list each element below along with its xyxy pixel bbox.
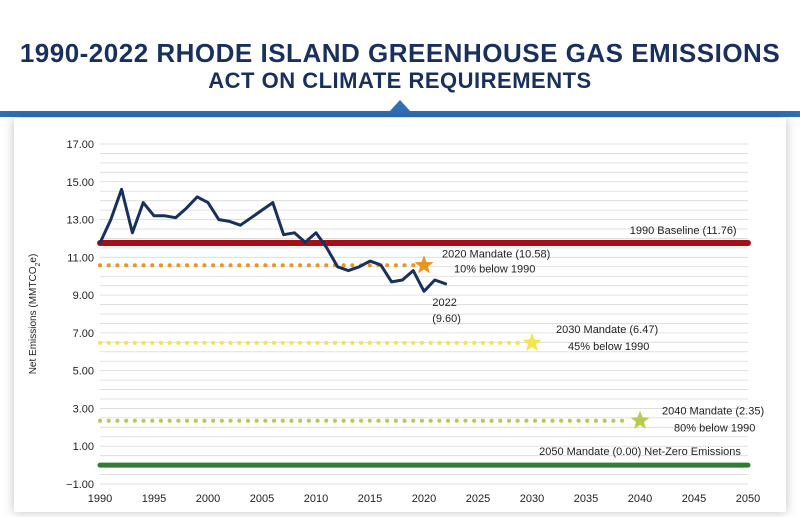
mandate-markers [414, 255, 650, 429]
annotation-labels: 1990 Baseline (11.76) 2050 Mandate (0.00)… [432, 225, 764, 458]
y-tick-label: 11.00 [67, 252, 94, 264]
x-tick-label: 2035 [574, 493, 598, 505]
x-tick-label: 2050 [736, 493, 760, 505]
mandate-label: 2030 Mandate (6.47) [556, 324, 658, 336]
y-tick-label: 13.00 [66, 215, 94, 227]
emissions-series [98, 187, 448, 293]
y-tick-label: 3.00 [73, 403, 94, 415]
x-tick-label: 2040 [628, 493, 652, 505]
y-tick-label: 9.00 [73, 290, 94, 302]
emissions-line [98, 187, 448, 293]
mandate-label: 2020 Mandate (10.58) [442, 248, 550, 260]
grid-layer [100, 143, 748, 485]
x-tick-label: 2015 [358, 493, 382, 505]
chart-plot: 1990 Baseline (11.76) 2050 Mandate (0.00)… [28, 139, 764, 505]
baseline-label: 1990 Baseline (11.76) [630, 225, 737, 237]
chart-card: 1990 Baseline (11.76) 2050 Mandate (0.00)… [14, 118, 786, 512]
title-block: 1990-2022 RHODE ISLAND GREENHOUSE GAS EM… [0, 0, 800, 118]
mandate-star [522, 332, 542, 351]
x-tick-label: 1990 [88, 493, 112, 505]
chart-subtitle: ACT ON CLIMATE REQUIREMENTS [208, 68, 592, 93]
x-tick-label: 2025 [466, 493, 490, 505]
divider-notch [389, 100, 411, 112]
mandate-sublabel: 80% below 1990 [674, 423, 755, 435]
x-tick-label: 1995 [142, 493, 166, 505]
y-axis-label: Net Emissions (MMTCO2e) [28, 254, 42, 375]
y-tick-label: 5.00 [73, 366, 94, 378]
x-tick-label: 2005 [250, 493, 274, 505]
y-tick-label: 7.00 [73, 328, 94, 340]
y-tick-label: −1.00 [66, 479, 94, 491]
net-zero-label: 2050 Mandate (0.00) Net-Zero Emissions [539, 446, 741, 458]
y-tick-label: 15.00 [66, 177, 94, 189]
x-tick-label: 2010 [304, 493, 328, 505]
x-tick-label: 2020 [412, 493, 436, 505]
y-tick-label: 1.00 [73, 441, 94, 453]
x-tick-label: 2030 [520, 493, 544, 505]
axis-labels: −1.00 1.00 3.00 5.00 7.00 9.00 11.00 13.00 15.00… [28, 139, 760, 505]
mandate-sublabel: 45% below 1990 [568, 341, 649, 353]
mandate-sublabel: 10% below 1990 [454, 263, 535, 275]
endpoint-year-label: 2022 [432, 297, 456, 309]
y-tick-label: 17.00 [66, 139, 94, 151]
mandate-star [630, 410, 650, 429]
title-divider [0, 111, 800, 117]
x-tick-label: 2000 [196, 493, 220, 505]
mandate-star [414, 255, 434, 274]
x-tick-label: 2045 [682, 493, 706, 505]
chart-title: 1990-2022 RHODE ISLAND GREENHOUSE GAS EM… [19, 38, 781, 68]
endpoint-value-label: (9.60) [432, 313, 461, 325]
mandate-label: 2040 Mandate (2.35) [662, 406, 764, 418]
